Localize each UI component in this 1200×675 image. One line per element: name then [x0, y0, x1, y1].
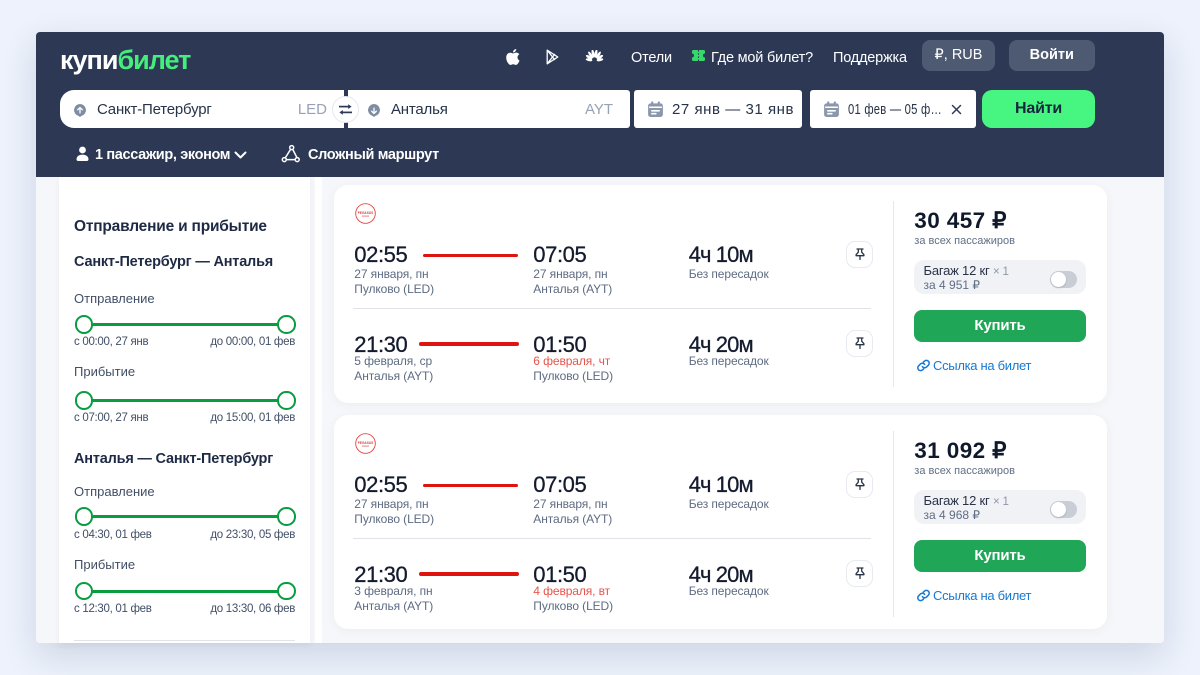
svg-text:PEGASUS: PEGASUS — [357, 441, 373, 445]
svg-text:PEGASUS: PEGASUS — [357, 211, 373, 215]
